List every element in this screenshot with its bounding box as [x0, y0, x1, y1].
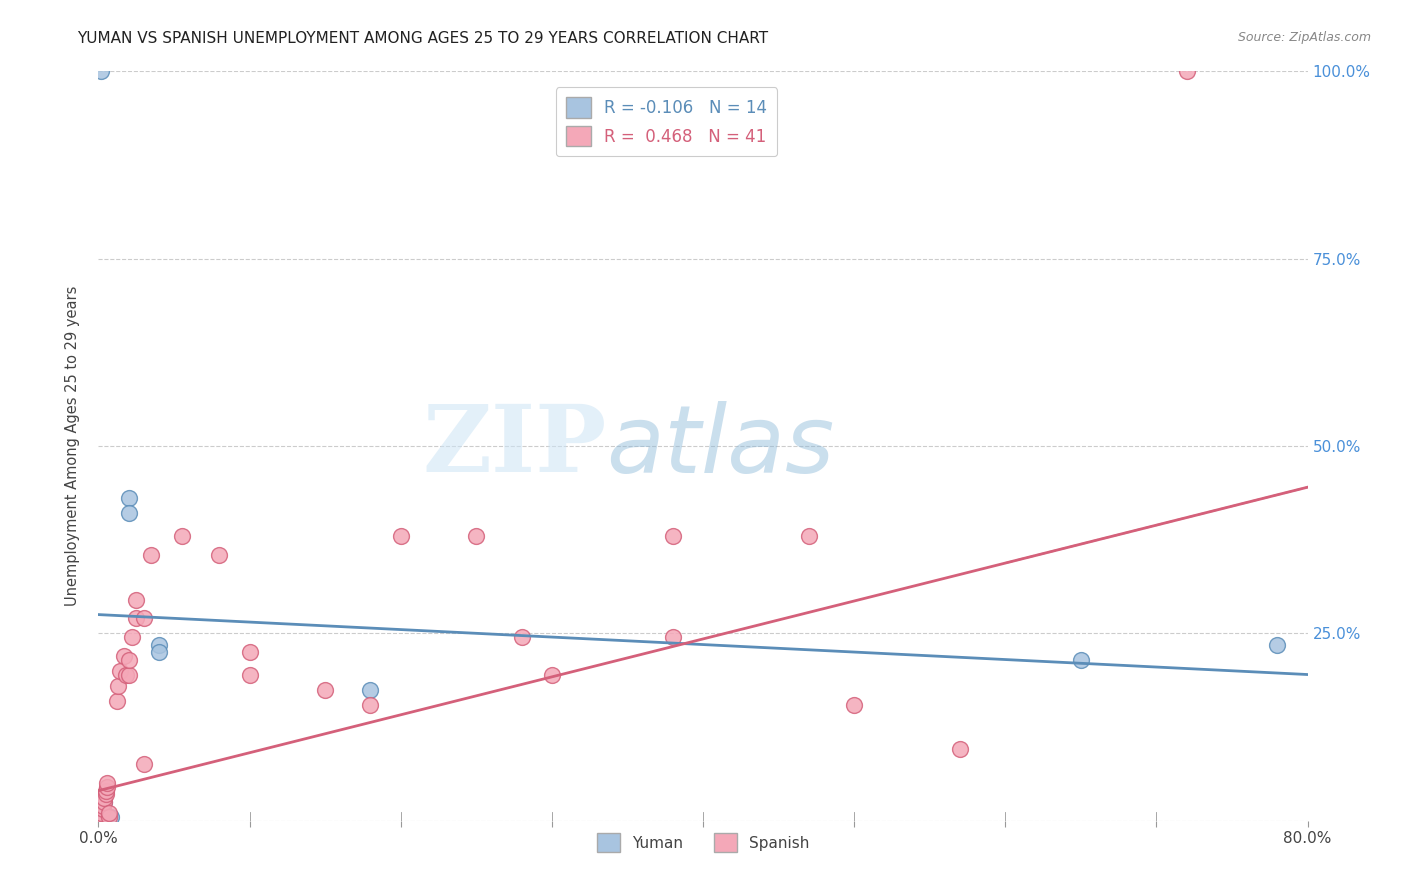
Point	[114, 667, 136, 681]
Point	[141, 548, 163, 562]
Legend: Yuman, Spanish: Yuman, Spanish	[591, 827, 815, 858]
Point	[661, 529, 683, 543]
Point	[389, 529, 412, 543]
Point	[93, 795, 115, 809]
Text: YUMAN VS SPANISH UNEMPLOYMENT AMONG AGES 25 TO 29 YEARS CORRELATION CHART: YUMAN VS SPANISH UNEMPLOYMENT AMONG AGES…	[77, 31, 769, 46]
Point	[465, 529, 488, 543]
Y-axis label: Unemployment Among Ages 25 to 29 years: Unemployment Among Ages 25 to 29 years	[65, 285, 80, 607]
Point	[105, 694, 128, 708]
Point	[94, 788, 117, 802]
Point	[208, 548, 231, 562]
Point	[797, 529, 820, 543]
Point	[91, 802, 114, 816]
Point	[1267, 638, 1289, 652]
Point	[239, 667, 262, 681]
Point	[96, 780, 118, 794]
Point	[844, 698, 866, 712]
Text: ZIP: ZIP	[422, 401, 606, 491]
Point	[661, 630, 683, 644]
Point	[360, 698, 382, 712]
Point	[118, 491, 141, 506]
Point	[1070, 652, 1092, 666]
Point	[93, 795, 115, 809]
Point	[360, 682, 382, 697]
Point	[90, 810, 112, 824]
Point	[148, 645, 170, 659]
Point	[91, 798, 114, 813]
Point	[98, 810, 121, 824]
Point	[949, 742, 972, 756]
Text: Source: ZipAtlas.com: Source: ZipAtlas.com	[1237, 31, 1371, 45]
Point	[96, 776, 118, 790]
Point	[170, 529, 193, 543]
Point	[540, 667, 562, 681]
Point	[112, 648, 135, 663]
Point	[121, 630, 143, 644]
Point	[93, 791, 115, 805]
Point	[94, 810, 117, 824]
Point	[108, 664, 131, 678]
Point	[125, 611, 148, 625]
Point	[239, 645, 262, 659]
Point	[107, 679, 129, 693]
Point	[132, 611, 155, 625]
Point	[132, 757, 155, 772]
Point	[90, 806, 112, 821]
Point	[1175, 64, 1198, 78]
Text: atlas: atlas	[606, 401, 835, 491]
Point	[91, 806, 114, 821]
Point	[94, 783, 117, 797]
Point	[510, 630, 533, 644]
Point	[90, 64, 112, 78]
Point	[98, 806, 121, 821]
Point	[118, 667, 141, 681]
Point	[314, 682, 336, 697]
Point	[118, 652, 141, 666]
Point	[91, 798, 114, 813]
Point	[118, 507, 141, 521]
Point	[125, 592, 148, 607]
Point	[148, 638, 170, 652]
Point	[100, 810, 122, 824]
Point	[90, 810, 112, 824]
